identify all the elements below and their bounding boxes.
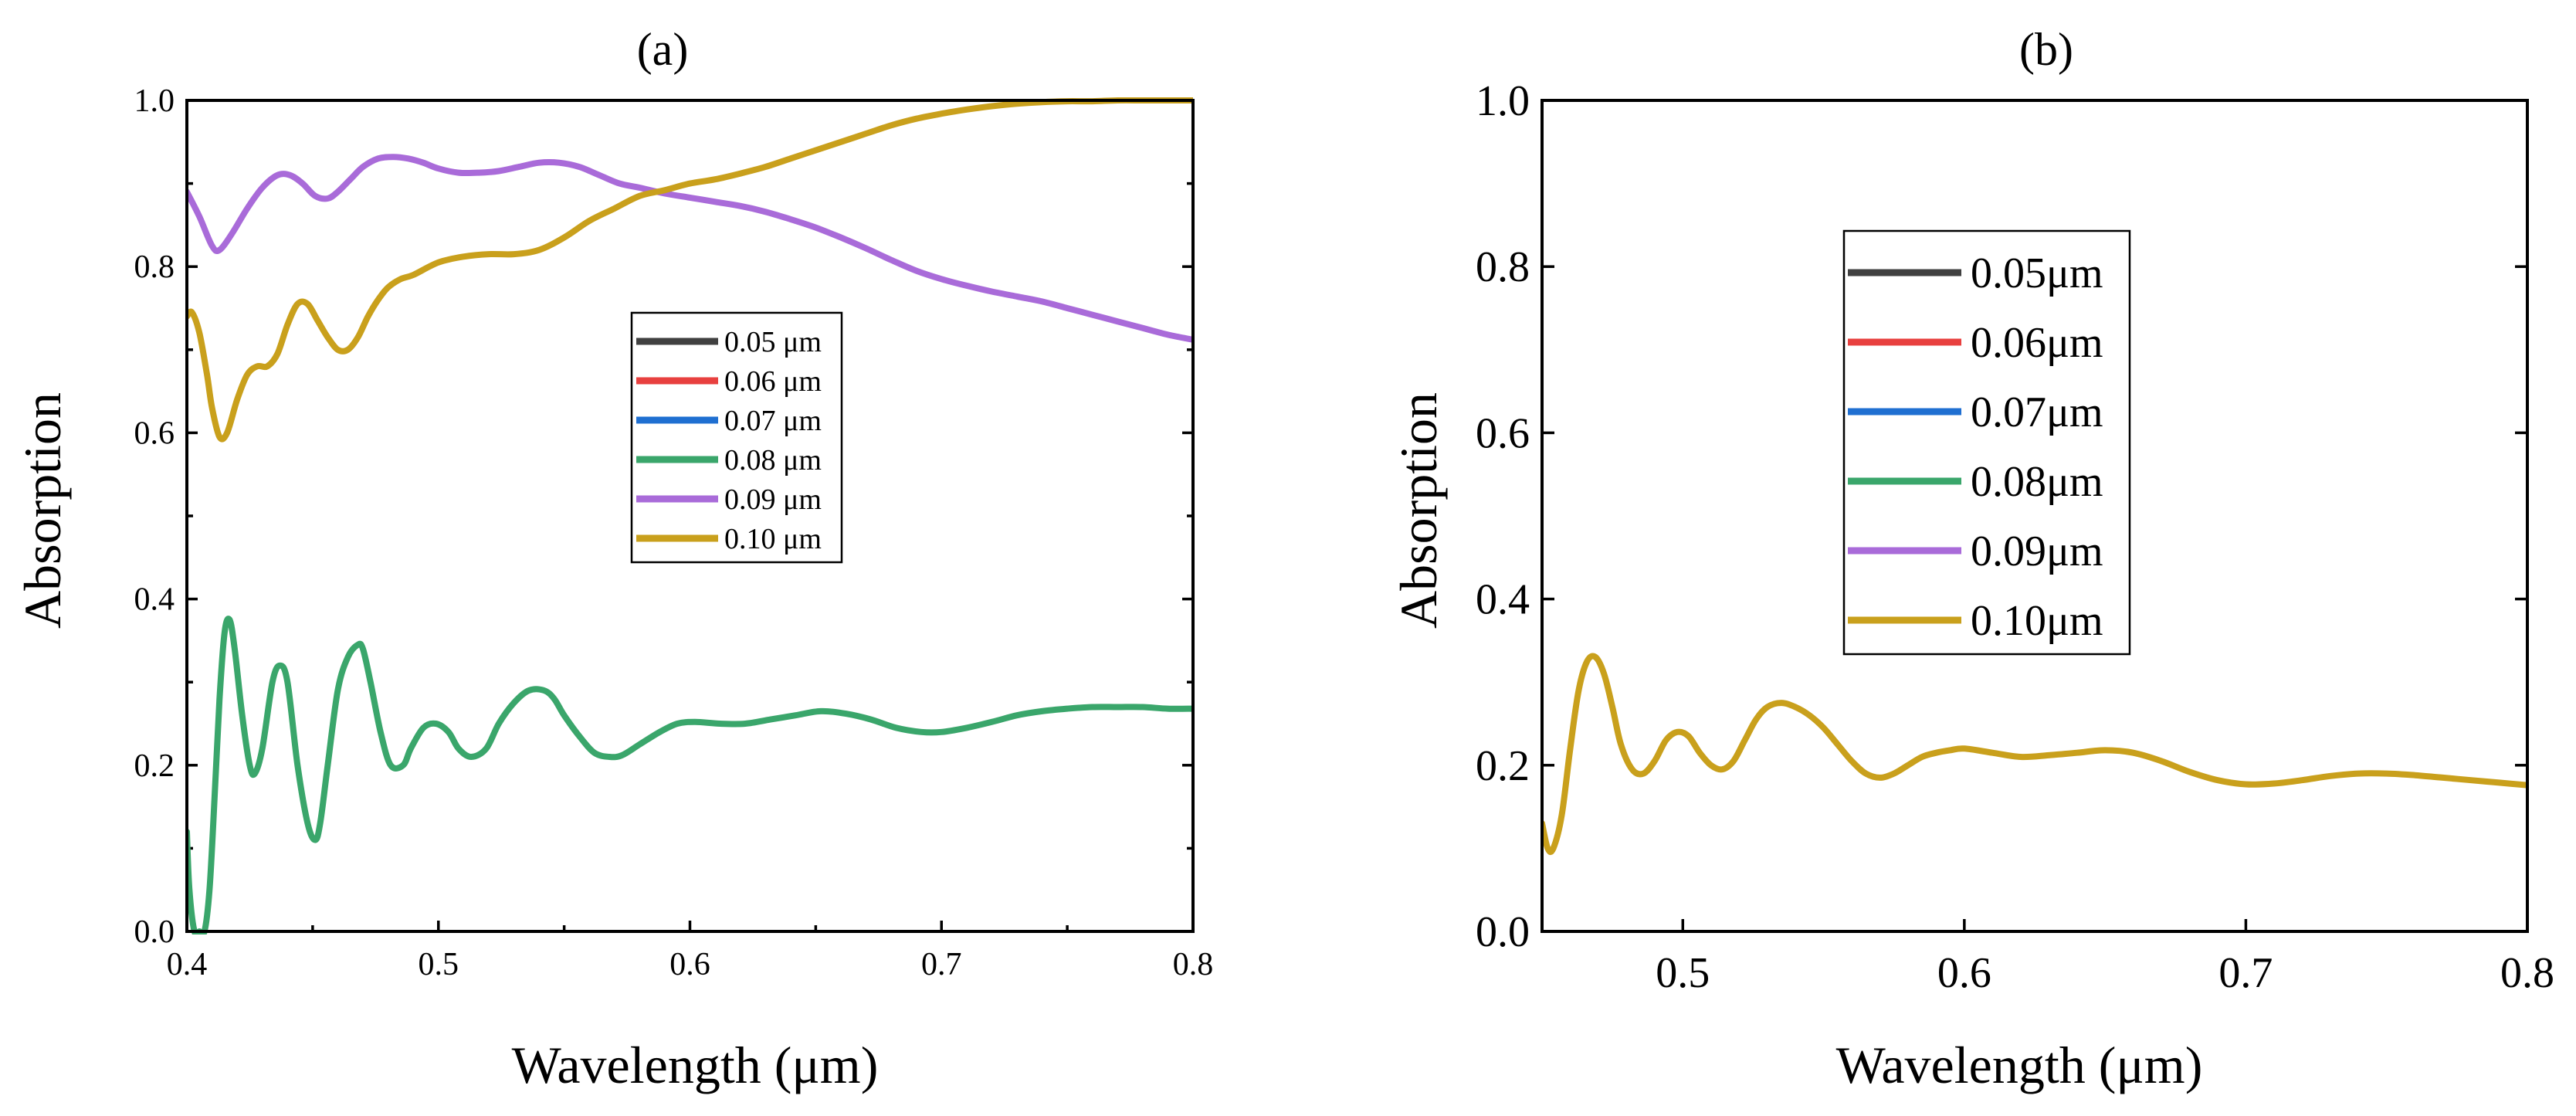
panel-a-x-tick-label: 0.8 [1173,947,1214,982]
panel-a-legend-entry-007: 0.07 μm [636,405,822,437]
panel-b-legend-box [1842,229,2131,656]
panel-a-y-tick-label: 1.0 [134,83,175,119]
panel-b-curves [1542,653,2527,856]
panel-a-x-tick-label: 0.6 [669,947,710,982]
panel-b-legend-label: 0.10μm [1971,597,2103,645]
panel-a-y-tick-label: 0.6 [134,416,175,451]
panel-b-title: (b) [2019,24,2073,75]
panel-b-legend-label: 0.09μm [1971,527,2103,575]
panel-a-x-tick-label: 0.5 [419,947,459,982]
panel-a-series-010-line [187,97,1193,443]
panel-b-x-tick-label: 0.5 [1656,949,1710,997]
panel-a-legend-label: 0.05 μm [724,326,822,358]
panel-a-legend-label: 0.08 μm [724,444,822,477]
panel-b-legend-entry-006: 0.06μm [1848,319,2103,367]
panel-a-legend-label: 0.06 μm [724,365,822,398]
panel-b-legend-entry-005: 0.05μm [1848,249,2103,297]
panel-a-curves [187,97,1193,935]
panel-a-y-axis-label: Absorption [13,392,72,629]
panel-a-x-axis-label: Wavelength (μm) [512,1036,879,1094]
panel-b-y-tick-label: 0.6 [1476,409,1530,457]
panel-b-y-tick-label: 0.0 [1476,908,1530,956]
panel-a-legend: 0.05 μm 0.06 μm 0.07 μm 0.08 μm 0.09 μm 0.10 … [630,311,843,564]
panel-b-x-axis-label: Wavelength (μm) [1836,1036,2203,1094]
panel-a-series-008-line [187,616,1193,935]
panel-a-y-tick-label: 0.0 [134,914,175,950]
panel-a-legend-entry-010: 0.10 μm [636,523,822,555]
panel-a-legend-items: 0.05 μm 0.06 μm 0.07 μm 0.08 μm 0.09 μm 0.10 … [636,326,822,555]
panel-a-x-tick-label: 0.4 [167,947,208,982]
panel-b-legend: 0.05μm 0.06μm 0.07μm 0.08μm 0.09μm 0.10μm [1842,229,2131,656]
panel-b-x-tick-label: 0.7 [2218,949,2273,997]
panel-a-series-009-line [187,154,1193,343]
panel-a-legend-label: 0.09 μm [724,483,822,516]
panel-b-legend-label: 0.05μm [1971,249,2103,297]
panel-a-y-tick-label: 0.4 [134,582,175,618]
panel-b-y-tick-label: 1.0 [1476,77,1530,125]
panel-b: (b) Absorption Wavelength (μm) 0.5 0.6 0.7… [1389,24,2554,1094]
panel-a-legend-box [630,311,843,564]
panel-b-legend-label: 0.07μm [1971,388,2103,436]
panel-a-legend-label: 0.10 μm [724,523,822,555]
panel-b-plot-frame [1541,99,2529,933]
panel-b-legend-items: 0.05μm 0.06μm 0.07μm 0.08μm 0.09μm 0.10μm [1848,249,2103,645]
panel-a-legend-entry-009: 0.09 μm [636,483,822,516]
panel-a-y-tick-label: 0.8 [134,249,175,285]
panel-a-title: (a) [637,24,689,75]
panel-a: (a) Absorption Wavelength (μm) 0.4 0.5 0.6… [13,24,1213,1094]
panel-a-legend-entry-005: 0.05 μm [636,326,822,358]
panel-b-x-tick-label: 0.6 [1937,949,1991,997]
panel-b-series-010-line [1542,653,2527,856]
panel-b-legend-label: 0.06μm [1971,319,2103,367]
panel-b-y-tick-label: 0.4 [1476,576,1530,624]
panel-a-ticks: 0.4 0.5 0.6 0.7 0.8 0.0 0.2 0.4 0.6 0.8 1.0 [134,83,1214,982]
panel-b-legend-entry-008: 0.08μm [1848,458,2103,506]
panel-b-x-tick-label: 0.8 [2500,949,2554,997]
panel-a-legend-entry-008: 0.08 μm [636,444,822,477]
panel-a-x-tick-label: 0.7 [921,947,962,982]
panel-b-y-tick-label: 0.8 [1476,243,1530,291]
panel-b-legend-entry-010: 0.10μm [1848,597,2103,645]
panel-a-y-tick-label: 0.2 [134,748,175,784]
panel-a-plot-frame [185,99,1195,933]
panel-b-legend-entry-007: 0.07μm [1848,388,2103,436]
panel-a-legend-label: 0.07 μm [724,405,822,437]
panel-b-y-axis-label: Absorption [1389,392,1448,629]
panel-b-legend-label: 0.08μm [1971,458,2103,506]
panel-a-legend-entry-006: 0.06 μm [636,365,822,398]
panel-b-y-tick-label: 0.2 [1476,742,1530,790]
panel-b-legend-entry-009: 0.09μm [1848,527,2103,575]
